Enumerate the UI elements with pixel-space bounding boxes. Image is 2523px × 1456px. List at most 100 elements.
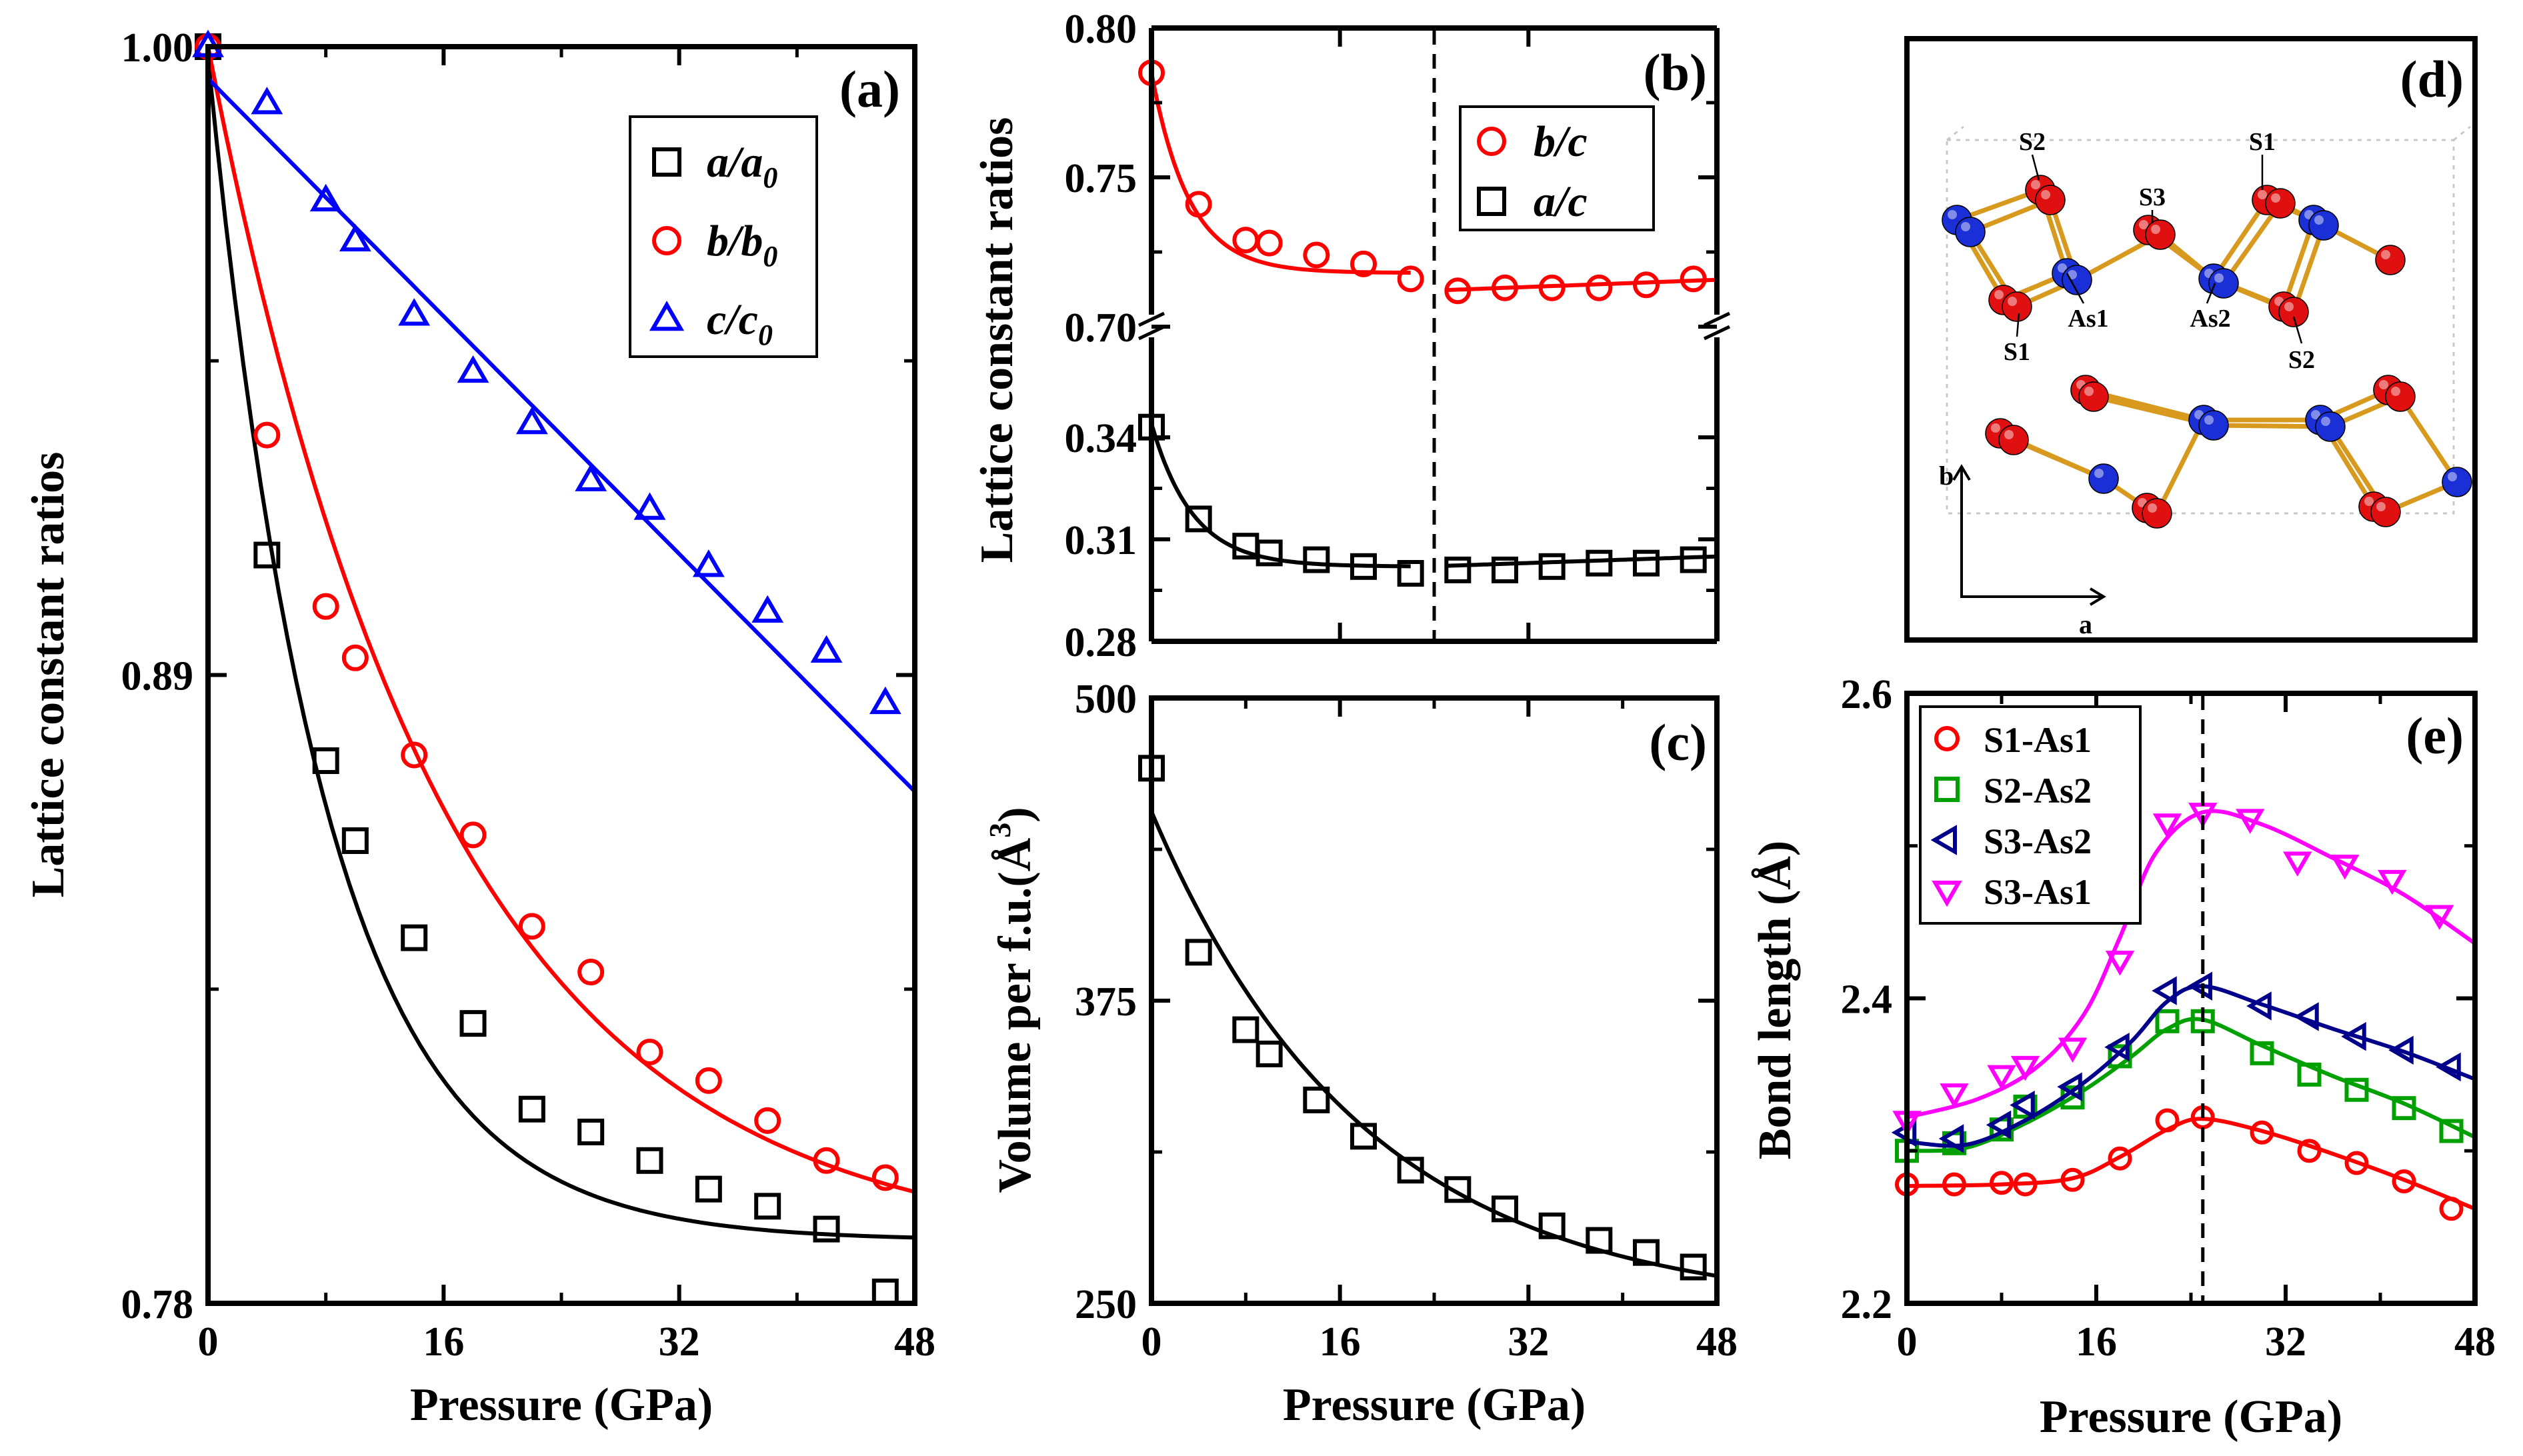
fit-line-volume: [1149, 811, 1718, 1278]
sulfur-atom: [2370, 497, 2401, 527]
panel-c-marks: [1138, 755, 1718, 1281]
data-point-a-c: [1444, 556, 1472, 583]
panel-b-axes: 0.70 0.75 0.80 0.28 0.31 0.34: [1065, 7, 1719, 665]
panel-b-legend-entries: b/c a/c: [1477, 117, 1588, 226]
panel-b-label: (b): [1644, 43, 1707, 101]
atom-label-s1-top: S1: [2249, 128, 2276, 156]
y-tick-label: 0.75: [1065, 156, 1137, 201]
panel-a-label: (a): [839, 60, 900, 118]
y-tick-label: 500: [1075, 677, 1137, 722]
y-tick-label: 2.2: [1841, 1282, 1893, 1327]
data-point-s2-as2: [2344, 1077, 2369, 1102]
legend-label-s2-as2: S2-As2: [1984, 771, 2092, 811]
panel-c-ylabel-text: Volume per f.u.(Å: [989, 837, 1041, 1193]
legend-marker-s1-as1: [1934, 726, 1960, 751]
arsenic-atom: [1955, 217, 1986, 247]
structure-bond: [2291, 224, 2326, 313]
legend-label-s3-as2: S3-As2: [1984, 821, 2092, 861]
data-point-b-b0: [695, 1067, 722, 1094]
panel-a-legend: a/a0b/b0c/c0: [629, 115, 818, 358]
data-point-volume: [1680, 1253, 1707, 1281]
structure-bond: [2398, 395, 2459, 483]
y-tick-label: 0.70: [1065, 305, 1137, 351]
data-point-b-b0: [312, 593, 339, 620]
x-tick-label: 48: [1696, 1319, 1738, 1365]
data-point-s3-as2: [2388, 1035, 2414, 1065]
y-tick-label: 0.89: [121, 654, 194, 699]
legend-subscript: 0: [758, 319, 773, 351]
data-point-c-c0: [869, 686, 901, 715]
legend-label-s3-as1: S3-As1: [1984, 872, 2092, 912]
arsenic-atom: [2198, 410, 2229, 441]
data-point-a-c: [1633, 549, 1660, 577]
panel-e-xlabel: Pressure (GPa): [2040, 1391, 2342, 1443]
data-point-s3-as1: [2330, 854, 2360, 880]
panel-e-label: (e): [2406, 707, 2464, 765]
arsenic-atom: [2208, 268, 2239, 299]
x-tick-label: 0: [1141, 1319, 1162, 1365]
data-point-volume: [1492, 1195, 1518, 1223]
data-point-s3-as2: [2104, 1032, 2130, 1062]
structure-bond: [2012, 437, 2105, 481]
data-point-s2-as2: [2155, 1009, 2180, 1033]
data-point-s2-as2: [2439, 1119, 2464, 1143]
data-point-s2-as2: [2108, 1044, 2132, 1069]
data-point-a-c: [1492, 556, 1518, 583]
data-point-c-c0: [251, 87, 283, 115]
fit-line-a-c: [1446, 554, 1718, 568]
data-point-s3-as2: [1938, 1124, 1964, 1153]
data-point-s3-as2: [2246, 991, 2272, 1021]
data-point-b-b0: [459, 821, 487, 849]
sulfur-atom: [2278, 297, 2309, 327]
x-tick-label: 32: [659, 1319, 700, 1365]
legend-marker-b-b0: [652, 226, 681, 255]
data-point-a-a0: [253, 541, 281, 569]
data-point-s1-as1: [1990, 1171, 2014, 1195]
data-point-s1-as1: [2155, 1108, 2180, 1133]
y-tick-label: 250: [1075, 1282, 1137, 1327]
y-tick-label: 0.80: [1065, 7, 1137, 52]
fit-line-b-c: [1149, 72, 1411, 275]
data-point-b-c: [1232, 227, 1259, 254]
data-point-a-c: [1255, 539, 1283, 567]
legend-marker-a-a0: [652, 147, 681, 177]
x-tick-label: 0: [1897, 1319, 1918, 1365]
data-point-b-c: [1586, 274, 1613, 301]
data-point-a-a0: [695, 1175, 722, 1203]
panel-a-marks: [192, 29, 917, 1305]
panel-a-xlabel: Pressure (GPa): [410, 1379, 713, 1431]
panel-d-frame: [1904, 36, 2478, 643]
data-point-a-a0: [312, 747, 339, 775]
panel-d-label-leaders: [2016, 154, 2303, 344]
data-point-s3-as1: [2283, 851, 2312, 877]
data-point-volume: [1350, 1123, 1377, 1150]
data-point-volume: [1633, 1239, 1660, 1266]
data-point-s1-as1: [2297, 1139, 2322, 1163]
arsenic-atom: [2442, 467, 2472, 497]
data-point-a-a0: [518, 1095, 545, 1123]
panel-c-xlabel: Pressure (GPa): [1283, 1379, 1586, 1431]
y-tick-label: 375: [1075, 979, 1137, 1025]
data-point-b-c: [1397, 265, 1424, 293]
data-point-s3-as1: [2010, 1055, 2040, 1081]
x-tick-label: 16: [423, 1319, 464, 1365]
data-point-c-c0: [457, 355, 489, 383]
data-point-b-b0: [401, 741, 428, 769]
atom-label-s2-top: S2: [2019, 128, 2046, 156]
data-point-s1-as1: [2108, 1146, 2132, 1171]
atom-label-s1-bottom: S1: [2004, 338, 2030, 366]
panel-c-axes: 0 16 32 48 250 375 500: [1075, 677, 1738, 1365]
data-point-b-c: [1185, 191, 1212, 218]
legend-label-a-c: a/c: [1534, 177, 1588, 226]
data-point-b-c: [1492, 274, 1518, 301]
x-tick-label: 32: [2265, 1319, 2306, 1365]
atom-label-as2: As2: [2190, 305, 2230, 333]
data-point-b-b0: [577, 959, 605, 986]
y-tick-label: 2.6: [1841, 672, 1893, 717]
panel-b: 0.70 0.75 0.80 0.28 0.31 0.34 (b) Lattice con…: [971, 7, 1735, 665]
data-point-volume: [1538, 1212, 1566, 1239]
data-point-s3-as1: [2378, 869, 2407, 895]
legend-marker-s3-as1: [1932, 881, 1962, 907]
panel-d-unit-cell: [1946, 125, 2471, 515]
data-point-c-c0: [575, 463, 607, 491]
